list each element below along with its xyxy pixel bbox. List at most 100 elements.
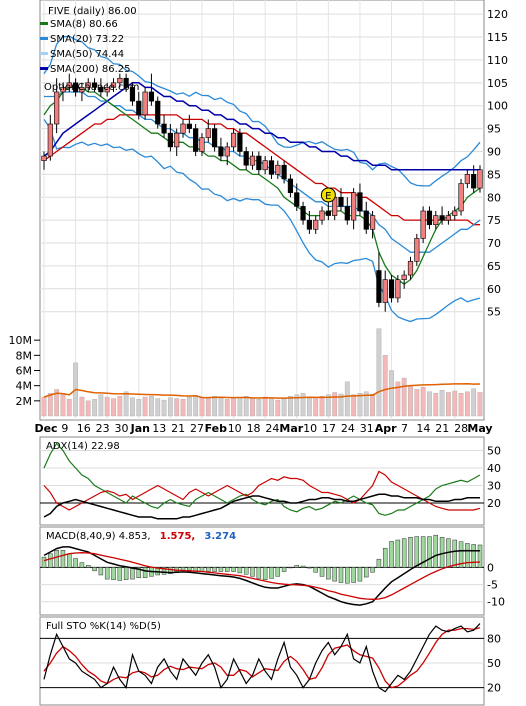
candle-body xyxy=(212,128,218,148)
candle-body xyxy=(382,279,388,303)
volume-bar xyxy=(41,396,47,417)
candle-body xyxy=(388,279,395,299)
candle-body xyxy=(167,132,173,148)
volume-bar xyxy=(420,386,426,417)
price-tick-label: 85 xyxy=(487,168,501,181)
sto-tick-label: 80 xyxy=(487,632,501,645)
volume-bar xyxy=(306,396,312,417)
volume-bar xyxy=(136,399,142,417)
volume-bar xyxy=(313,397,319,417)
plus-di-line xyxy=(43,442,481,516)
candle-body xyxy=(54,91,60,125)
candle-body xyxy=(136,100,142,116)
legend-label: SMA(8) 80.66 xyxy=(50,19,118,30)
sma-red-line xyxy=(43,114,480,226)
candle-body xyxy=(363,210,369,230)
candle-body xyxy=(72,82,79,93)
chart-title: FIVE (daily) 86.00 xyxy=(48,6,137,17)
candle-body xyxy=(477,169,483,189)
macd-histogram-bar xyxy=(376,558,382,568)
volume-bar xyxy=(477,392,483,417)
candle-body xyxy=(199,137,205,152)
volume-bar xyxy=(205,398,211,417)
candle-body xyxy=(395,279,401,299)
volume-bar xyxy=(433,393,439,417)
volume-bar xyxy=(357,393,363,417)
bollinger-upper-line xyxy=(43,35,481,187)
x-tick-label: 21 xyxy=(435,422,449,435)
candle-body xyxy=(186,123,192,129)
volume-bar xyxy=(218,396,224,417)
volume-bar xyxy=(161,399,167,417)
macd-histogram-bar xyxy=(288,567,293,569)
adx-panel xyxy=(39,436,485,526)
candle-body xyxy=(319,210,325,221)
macd-signal-value: 1.575, xyxy=(160,531,195,542)
volume-bar xyxy=(344,381,350,417)
macd-histogram-bar xyxy=(250,567,255,577)
macd-histogram-bar xyxy=(294,565,300,568)
price-panel xyxy=(39,0,485,421)
macd-label: MACD(8,40,9) 4.853, xyxy=(46,531,151,542)
macd-histogram-bar xyxy=(73,558,78,568)
macd-histogram-bar xyxy=(465,543,470,568)
sma20-line xyxy=(44,91,481,253)
candle-body xyxy=(351,192,357,221)
price-tick-label: 60 xyxy=(487,283,501,296)
candle-body xyxy=(281,164,287,180)
candle-body xyxy=(161,123,167,134)
volume-bar xyxy=(47,393,53,417)
volume-bar xyxy=(123,391,129,417)
candle-body xyxy=(117,77,123,84)
macd-histogram-bar xyxy=(237,567,243,574)
macd-histogram-bar xyxy=(187,567,192,571)
volume-bar xyxy=(149,396,154,417)
macd-histogram-bar xyxy=(408,537,413,568)
macd-histogram-bar xyxy=(401,538,407,568)
price-tick-label: 115 xyxy=(487,31,508,44)
minus-di-line xyxy=(43,470,481,511)
macd-histogram-bar xyxy=(452,539,457,568)
candle-body xyxy=(471,174,477,189)
volume-bar xyxy=(408,385,413,417)
candle-body xyxy=(174,132,180,148)
candle-body xyxy=(104,87,110,93)
macd-histogram-bar xyxy=(111,567,116,581)
adx-label: ADX(14) 22.98 xyxy=(46,441,120,452)
volume-bar xyxy=(269,397,274,417)
volume-tick-label: 10M xyxy=(9,334,33,347)
x-tick-label: 21 xyxy=(171,422,185,435)
x-tick-label: 31 xyxy=(360,422,374,435)
macd-histogram-bar xyxy=(382,547,388,568)
macd-histogram-bar xyxy=(180,567,186,571)
volume-tick-label: 2M xyxy=(16,395,33,408)
volume-ma-line xyxy=(43,383,481,399)
candle-body xyxy=(218,146,224,157)
volume-bar xyxy=(111,398,116,417)
sto-panel xyxy=(39,616,485,706)
candle-body xyxy=(344,206,350,221)
sma8-line xyxy=(43,86,481,286)
volume-bar xyxy=(363,391,369,417)
macd-label-group: MACD(8,40,9) 4.853, 1.575, 3.274 xyxy=(46,531,236,542)
candle-body xyxy=(313,219,319,230)
volume-bar xyxy=(85,400,91,417)
sto-label: Full STO %K(14) %D(5) xyxy=(46,621,161,632)
macd-histogram-bar xyxy=(92,567,97,572)
volume-bar xyxy=(142,396,148,417)
volume-bar xyxy=(376,328,382,417)
volume-bar xyxy=(319,396,325,417)
price-tick-label: 80 xyxy=(487,191,501,204)
volume-bar xyxy=(199,397,205,417)
earnings-label: E xyxy=(325,191,331,202)
volume-tick-label: 8M xyxy=(16,349,33,362)
volume-bar xyxy=(395,381,401,417)
volume-bar xyxy=(193,395,199,417)
adx-tick-label: 20 xyxy=(487,497,501,510)
volume-bar xyxy=(325,394,331,417)
macd-histogram-bar xyxy=(370,567,375,573)
volume-bar xyxy=(180,399,186,417)
adx-tick-label: 40 xyxy=(487,462,501,475)
price-tick-label: 55 xyxy=(487,306,501,319)
